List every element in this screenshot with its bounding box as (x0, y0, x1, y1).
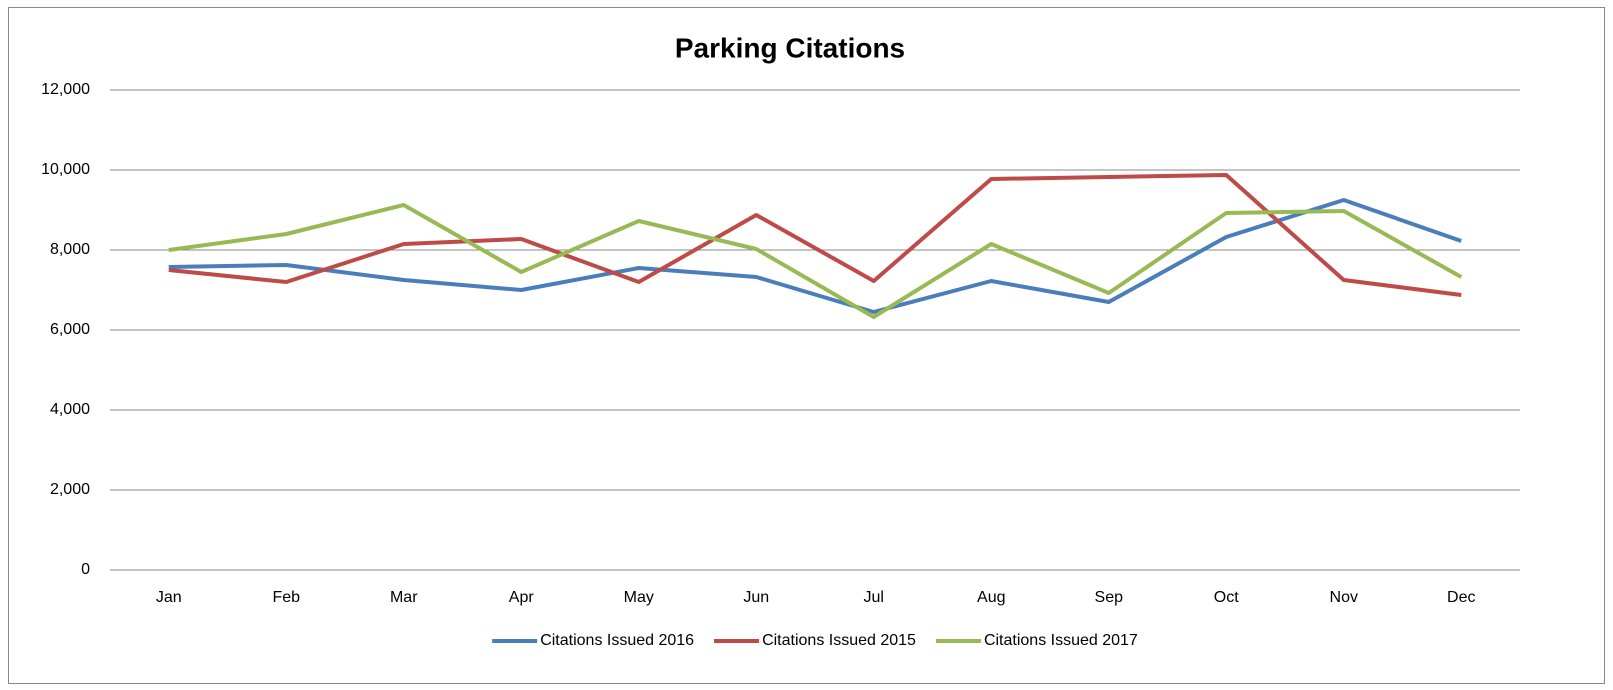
y-tick-label: 6,000 (50, 321, 90, 338)
line-series (168, 198, 1462, 314)
y-tick-label: 0 (81, 561, 90, 578)
y-tick-label: 12,000 (41, 81, 90, 98)
x-tick-label: Nov (1330, 589, 1358, 606)
line-series (168, 203, 1463, 319)
line-series (168, 173, 1462, 297)
y-tick-label: 10,000 (41, 161, 90, 178)
x-tick-label: May (624, 589, 654, 606)
x-tick-label: Sep (1095, 589, 1124, 606)
chart-title: Parking Citations (675, 32, 905, 63)
y-tick-label: 2,000 (50, 481, 90, 498)
x-tick-label: Dec (1447, 589, 1475, 606)
x-tick-label: Mar (390, 589, 418, 606)
chart-frame (8, 7, 1605, 684)
x-tick-label: Jul (864, 589, 884, 606)
x-tick-label: Feb (272, 589, 300, 606)
x-tick-label: Aug (977, 589, 1005, 606)
x-tick-label: Oct (1214, 589, 1239, 606)
x-tick-label: Jan (156, 589, 182, 606)
legend-label: Citations Issued 2017 (984, 632, 1138, 649)
y-tick-label: 4,000 (50, 401, 90, 418)
legend-label: Citations Issued 2015 (762, 632, 916, 649)
y-tick-label: 8,000 (50, 241, 90, 258)
legend-label: Citations Issued 2016 (540, 632, 694, 649)
x-tick-label: Jun (743, 589, 769, 606)
x-tick-label: Apr (509, 589, 535, 606)
